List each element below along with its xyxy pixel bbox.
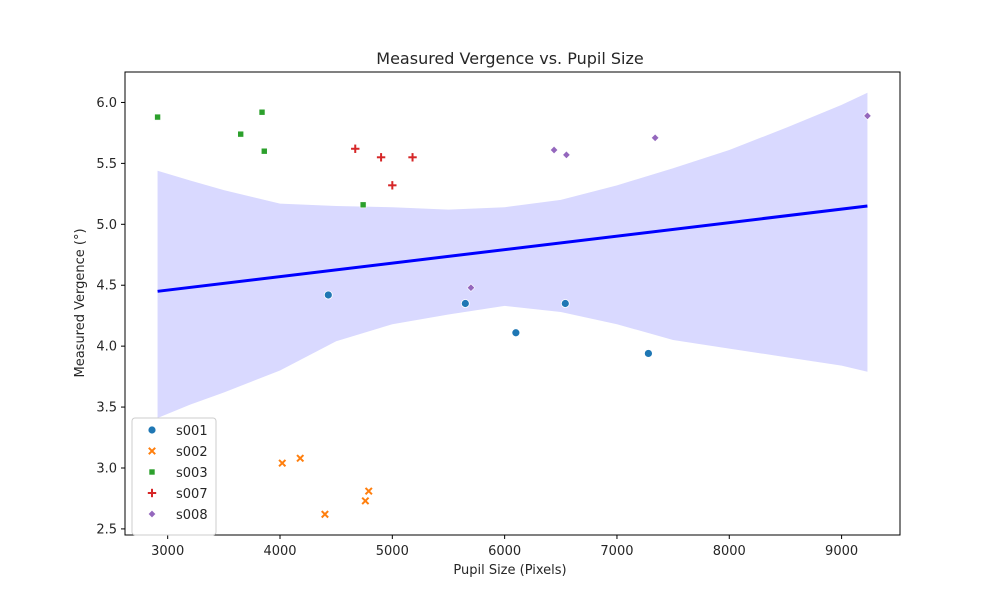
data-point-s002-0 — [278, 459, 287, 468]
series-s007 — [351, 144, 417, 190]
regression-line — [157, 204, 868, 293]
data-point-s002-2 — [321, 510, 329, 519]
data-point-s008-4 — [863, 111, 872, 121]
x-tick-label: 6000 — [488, 544, 521, 559]
x-tick-label: 7000 — [600, 544, 633, 559]
legend-label-s007: s007 — [176, 487, 208, 502]
legend-label-s003: s003 — [176, 466, 208, 481]
data-point-s003-2 — [258, 108, 266, 116]
data-point-s008-0 — [466, 283, 476, 292]
data-point-s007-0 — [351, 144, 360, 153]
plot-frame — [124, 71, 901, 536]
data-point-s007-2 — [388, 181, 397, 190]
y-tick-label: 2.5 — [96, 522, 117, 537]
data-point-s007-3 — [408, 153, 417, 162]
data-point-s001-4 — [644, 349, 653, 358]
confidence-band-layer — [157, 92, 868, 419]
y-tick-label: 4.0 — [96, 340, 117, 355]
x-tick-label: 5000 — [376, 544, 409, 559]
data-point-s008-3 — [650, 133, 660, 143]
series-s001 — [323, 290, 653, 358]
legend-marker-s008 — [147, 509, 157, 519]
data-point-s003-0 — [154, 113, 161, 121]
data-point-s001-2 — [511, 328, 521, 338]
data-point-s003-3 — [260, 147, 268, 155]
scatter-points-layer — [154, 108, 872, 519]
legend-marker-s001 — [147, 425, 157, 435]
data-point-s002-1 — [296, 454, 305, 463]
series-s008 — [466, 111, 872, 292]
y-tick-label: 3.0 — [96, 461, 117, 476]
legend: s001 s002 s003 s007 s008 — [131, 417, 217, 536]
x-axis-ticks: 3000 4000 5000 6000 7000 8000 9000 — [151, 535, 858, 559]
x-axis-label: Pupil Size (Pixels) — [453, 563, 566, 578]
legend-label-s002: s002 — [176, 445, 208, 460]
legend-label-s001: s001 — [176, 424, 208, 439]
y-axis-label: Measured Vergence (°) — [73, 228, 88, 377]
x-tick-label: 4000 — [263, 544, 296, 559]
x-tick-label: 3000 — [151, 544, 184, 559]
x-tick-label: 8000 — [713, 544, 746, 559]
y-tick-label: 5.0 — [96, 218, 117, 233]
series-s002 — [278, 454, 373, 519]
legend-marker-s003 — [148, 468, 156, 476]
data-point-s001-1 — [460, 299, 470, 308]
y-tick-label: 6.0 — [96, 96, 117, 111]
data-point-s008-1 — [549, 145, 559, 155]
data-point-s002-4 — [364, 487, 373, 496]
data-point-s001-0 — [323, 290, 333, 300]
data-point-s003-4 — [359, 201, 367, 209]
y-tick-label: 5.5 — [96, 157, 117, 172]
data-point-s003-1 — [237, 130, 244, 138]
data-point-s001-3 — [560, 299, 570, 308]
y-axis-ticks: 2.5 3.0 3.5 4.0 4.5 5.0 5.5 6.0 — [96, 96, 125, 537]
chart-title: Measured Vergence vs. Pupil Size — [376, 49, 643, 68]
legend-label-s008: s008 — [176, 508, 208, 523]
regression-line-layer — [157, 204, 868, 293]
series-s003 — [154, 108, 367, 209]
y-tick-label: 3.5 — [96, 401, 117, 416]
data-point-s008-2 — [562, 150, 571, 160]
x-tick-label: 9000 — [825, 544, 858, 559]
legend-marker-s007 — [147, 488, 157, 498]
confidence-band — [157, 92, 868, 419]
y-tick-label: 4.5 — [96, 279, 117, 294]
data-point-s007-1 — [376, 153, 386, 162]
legend-box — [131, 417, 217, 536]
legend-marker-s002 — [148, 447, 156, 455]
data-point-s002-3 — [361, 496, 370, 505]
